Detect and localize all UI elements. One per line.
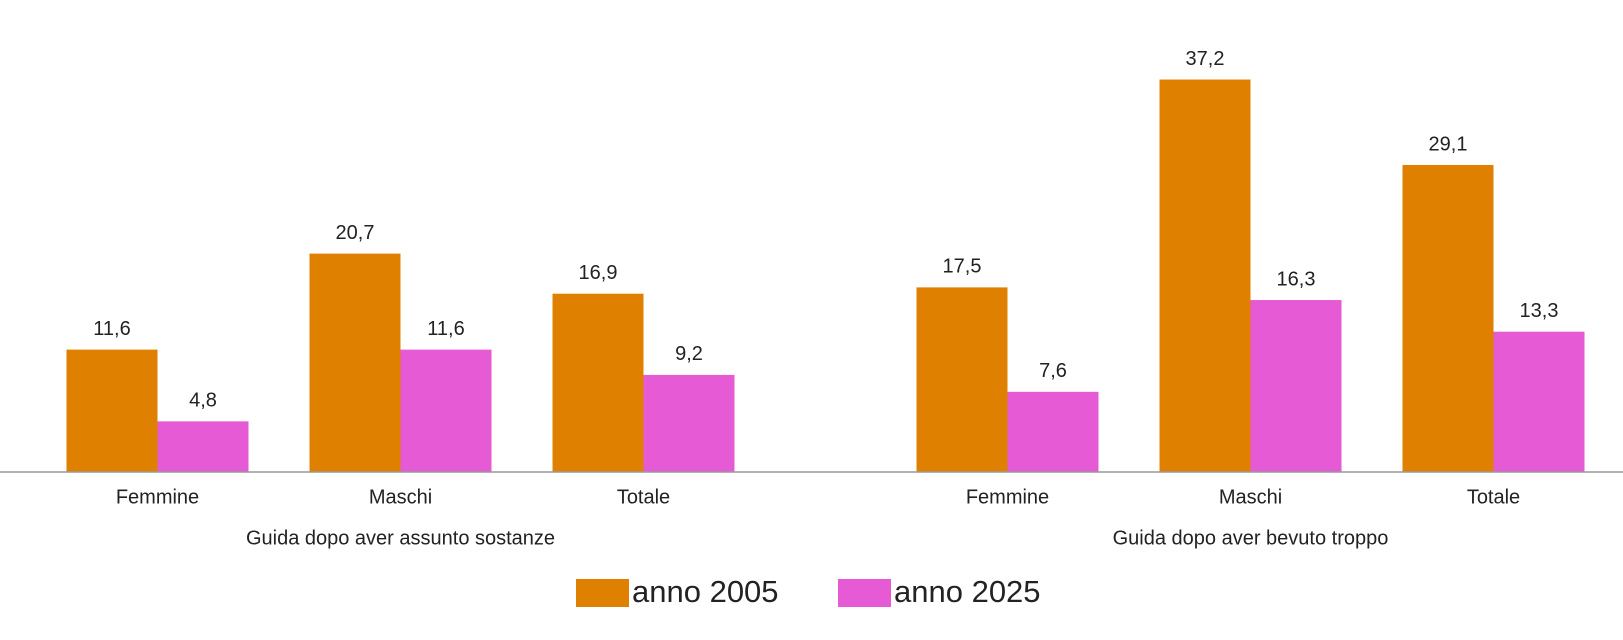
legend-swatch [576,579,629,607]
group-label: Guida dopo aver assunto sostanze [246,527,555,549]
data-label: 11,6 [93,318,130,340]
data-label: 7,6 [1039,360,1067,382]
data-label: 17,5 [943,256,982,278]
x-tick-label: Totale [617,486,670,508]
bar [1402,164,1494,472]
bar [157,421,249,472]
group-label: Guida dopo aver bevuto troppo [1113,527,1389,549]
x-tick-label: Maschi [369,486,432,508]
x-tick-label: Femmine [116,486,199,508]
bar [1250,300,1342,472]
data-label: 16,3 [1277,268,1316,290]
data-label: 9,2 [675,343,703,365]
data-label: 13,3 [1520,300,1559,322]
legend-label: anno 2025 [894,574,1041,609]
data-label: 16,9 [579,262,618,284]
bar [1007,391,1099,472]
legend-swatch [838,579,891,607]
bar [1159,79,1251,472]
bar [1493,331,1585,472]
x-tick-label: Maschi [1219,486,1282,508]
bar [552,293,644,472]
x-tick-label: Femmine [966,486,1049,508]
bar [643,374,735,472]
legend-label: anno 2005 [632,574,779,609]
bar [916,287,1008,472]
bar [309,253,401,472]
data-label: 20,7 [336,222,375,244]
bar [66,349,158,472]
x-tick-label: Totale [1467,486,1520,508]
data-label: 11,6 [427,318,464,340]
data-label: 4,8 [189,390,217,412]
bar [400,349,492,472]
data-label: 37,2 [1186,48,1225,70]
data-label: 29,1 [1429,133,1468,155]
